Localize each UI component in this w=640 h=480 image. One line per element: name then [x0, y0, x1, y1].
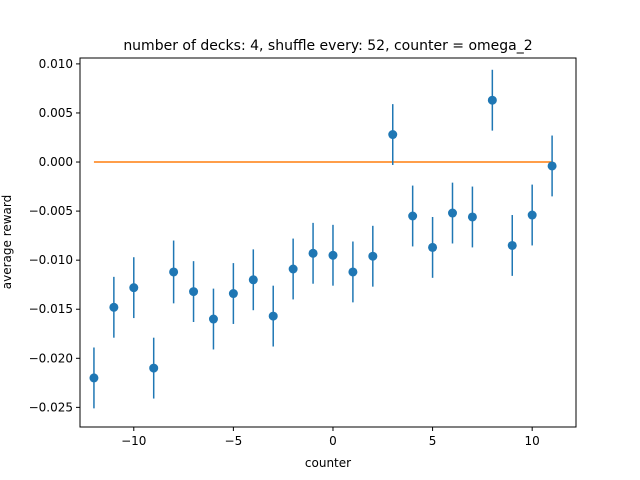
data-point [228, 289, 238, 299]
y-axis-label: average reward [0, 195, 14, 290]
data-point [368, 251, 378, 261]
x-tick-label: −5 [225, 434, 243, 448]
data-point [189, 287, 199, 297]
x-tick-label: 0 [329, 434, 337, 448]
data-point [547, 161, 557, 171]
data-point [288, 264, 298, 274]
data-point [149, 363, 159, 373]
y-tick-label: 0.010 [39, 57, 73, 71]
data-point [527, 210, 537, 220]
y-axis: −0.025 −0.020 −0.015 −0.010 −0.005 0.000 0.005… [29, 57, 80, 414]
data-point [268, 311, 278, 321]
data-point [89, 373, 99, 383]
plot-area [89, 69, 557, 409]
x-tick-label: 5 [429, 434, 437, 448]
data-point [109, 302, 119, 312]
data-point [447, 208, 457, 218]
y-tick-label: −0.020 [29, 351, 73, 365]
data-point [348, 267, 358, 277]
x-axis: −10 −5 0 5 10 [121, 427, 540, 448]
data-point [248, 275, 258, 285]
data-point [208, 314, 218, 324]
y-tick-label: −0.015 [29, 302, 73, 316]
y-tick-label: −0.010 [29, 253, 73, 267]
data-point [428, 242, 438, 252]
plot-frame [79, 57, 577, 428]
y-tick-label: −0.025 [29, 400, 73, 414]
x-tick-label: −10 [121, 434, 146, 448]
data-point [467, 212, 477, 222]
x-axis-label: counter [305, 456, 351, 470]
y-tick-label: −0.005 [29, 204, 73, 218]
data-point [487, 95, 497, 105]
data-point [328, 250, 338, 260]
data-point [408, 211, 418, 221]
data-point [507, 240, 517, 250]
y-tick-label: 0.005 [39, 106, 73, 120]
data-point [129, 283, 139, 293]
x-tick-label: 10 [525, 434, 540, 448]
chart-title: number of decks: 4, shuffle every: 52, c… [123, 38, 532, 54]
y-tick-label: 0.000 [39, 155, 73, 169]
data-point [388, 130, 398, 140]
data-point [169, 267, 179, 277]
data-point [308, 248, 318, 258]
